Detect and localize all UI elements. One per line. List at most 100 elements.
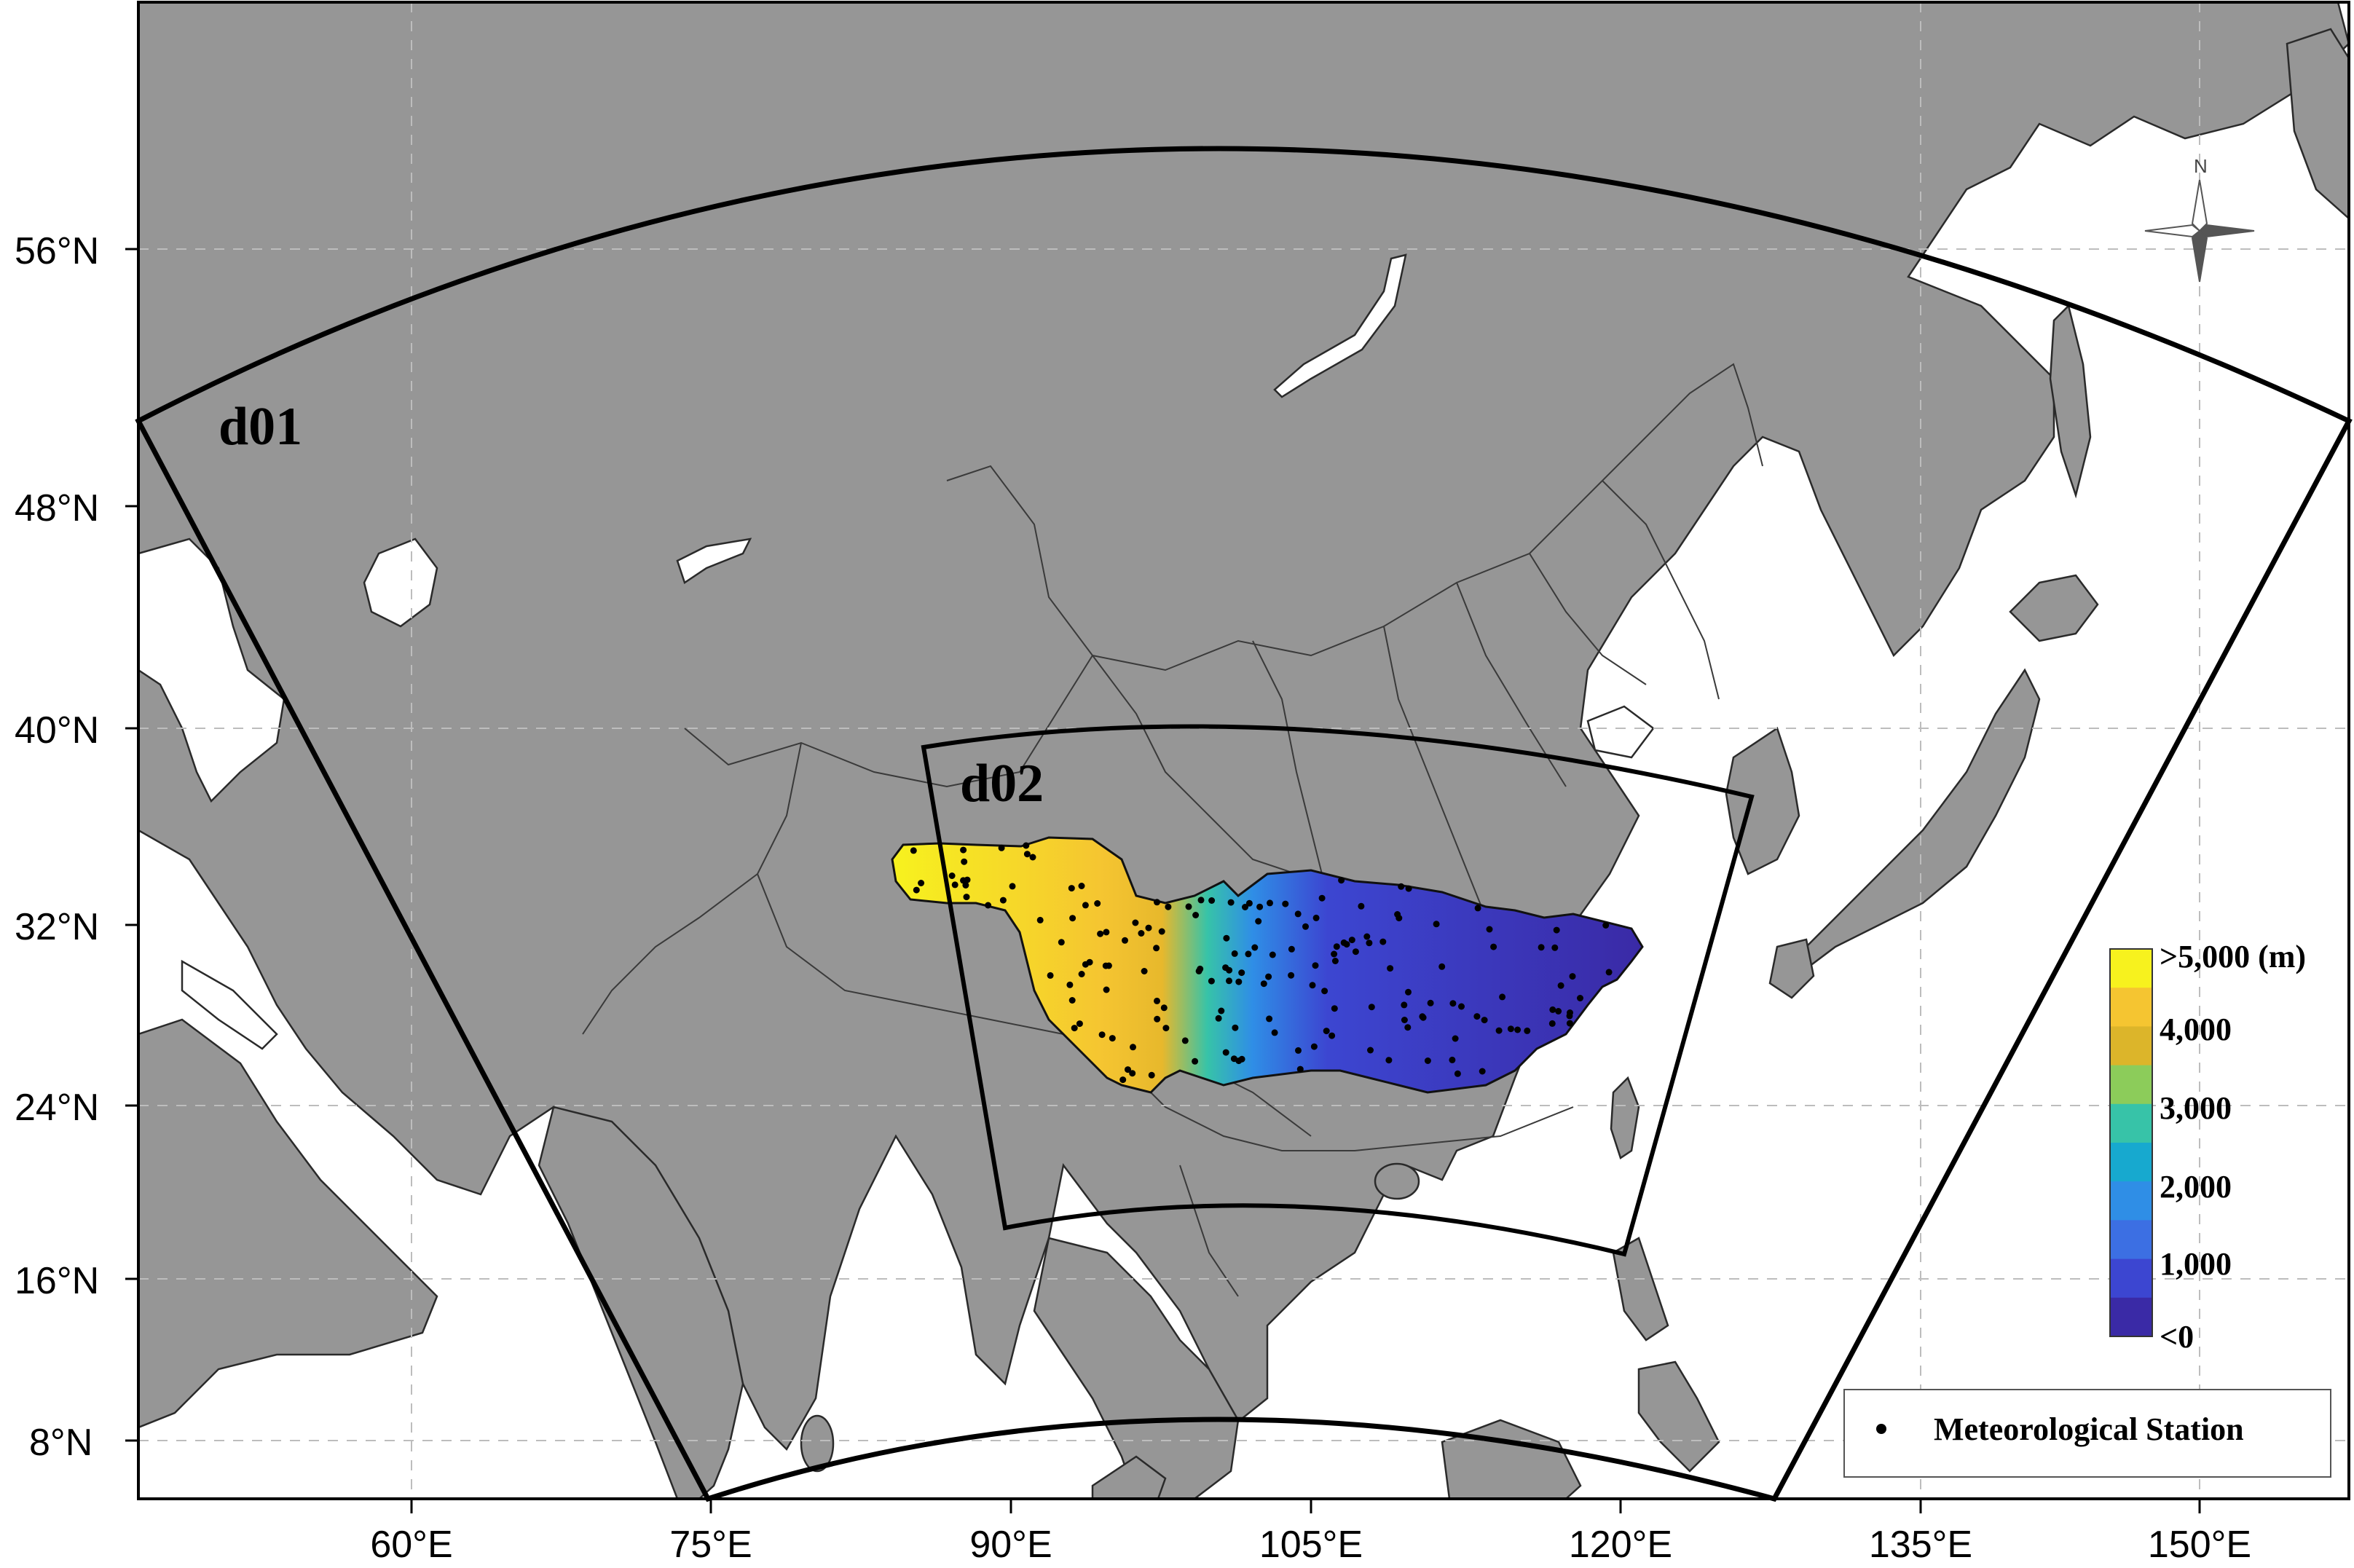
lake-baikal: [1273, 253, 1407, 398]
station-point: [948, 872, 956, 879]
station-point: [1385, 1057, 1393, 1064]
station-legend-label: Meteorological Station: [1934, 1411, 2244, 1447]
station-point: [1427, 999, 1434, 1006]
station-point: [1323, 1028, 1330, 1035]
station-point: [960, 877, 967, 884]
station-point: [1160, 1004, 1168, 1012]
station-point: [1524, 1027, 1531, 1034]
station-point: [1566, 1012, 1573, 1020]
station-point: [1352, 948, 1359, 956]
station-point: [1122, 937, 1128, 944]
station-point: [1405, 988, 1412, 996]
station-point: [1569, 973, 1576, 980]
station-point: [1566, 1020, 1573, 1027]
legend-label-4000: 4,000: [2160, 1012, 2232, 1047]
colorbar-segment: [2110, 1103, 2152, 1143]
station-point: [1333, 943, 1340, 950]
station-point: [1271, 1029, 1278, 1036]
station-point: [1309, 982, 1316, 989]
station-point: [1282, 900, 1289, 907]
station-point: [1294, 910, 1302, 918]
sri-lanka: [800, 1414, 835, 1473]
latitude-axis: 56°N 48°N 40°N 32°N 24°N 16°N 8°N: [15, 230, 138, 1464]
station-point: [1295, 1047, 1302, 1054]
station-point: [1047, 972, 1054, 979]
station-point: [1340, 939, 1347, 946]
station-point: [1379, 938, 1387, 945]
station-point: [1078, 971, 1085, 977]
station-point: [1078, 883, 1085, 889]
lon-tick-105: 105°E: [1259, 1524, 1363, 1566]
station-point: [1036, 916, 1044, 923]
station-point: [1507, 1025, 1514, 1033]
station-point: [1256, 903, 1264, 910]
station-point: [1208, 897, 1216, 904]
station-point: [1398, 883, 1405, 890]
kamchatka: [2286, 28, 2349, 220]
longitude-axis: 60°E 75°E 90°E 105°E 120°E 135°E 150°E: [370, 1499, 2251, 1566]
colorbar-segment: [2110, 1258, 2152, 1299]
southeast-asia-peninsula: [1033, 1237, 1240, 1499]
station-point: [1069, 915, 1076, 922]
japan-kyushu: [1768, 938, 1815, 999]
station-point: [1288, 945, 1295, 953]
station-point: [1481, 1017, 1488, 1024]
colorbar-border: [2109, 948, 2153, 1337]
taiwan: [1610, 1076, 1640, 1159]
station-point: [963, 894, 970, 901]
station-point: [1312, 914, 1320, 921]
station-point: [1331, 958, 1339, 964]
yangtze-basin: [891, 836, 1644, 1094]
legend-label-below-zero: <0: [2160, 1319, 2194, 1355]
station-point: [1154, 997, 1160, 1004]
legend-label-2000: 2,000: [2160, 1169, 2232, 1205]
station-point: [1396, 915, 1403, 922]
korean-peninsula: [1725, 727, 1800, 875]
station-point: [1514, 1026, 1522, 1033]
colorbar-segment: [2110, 1065, 2152, 1105]
elevation-colorbar: [2109, 948, 2153, 1337]
colorbar-segment: [2110, 1181, 2152, 1221]
station-point: [1215, 1015, 1222, 1022]
station-point: [1223, 934, 1230, 942]
station-point: [1405, 885, 1412, 892]
colorbar-segment: [2110, 1297, 2152, 1337]
station-point: [1473, 1013, 1481, 1020]
station-point: [1419, 1013, 1426, 1020]
station-point: [1192, 1057, 1199, 1065]
map-border: [137, 1, 2350, 1500]
station-point: [1538, 944, 1545, 951]
station-point: [1222, 964, 1229, 972]
station-point: [1368, 1004, 1375, 1011]
legend-label-5000: >5,000 (m): [2160, 939, 2306, 974]
station-point: [1181, 1037, 1189, 1044]
philippines-luzon: [1612, 1237, 1669, 1342]
station-point: [1231, 950, 1238, 957]
station-point: [1474, 905, 1481, 912]
station-point: [1245, 899, 1253, 907]
station-point: [1296, 1065, 1304, 1073]
domain-d02: [921, 724, 1755, 1257]
station-point: [1458, 1003, 1465, 1010]
station-point: [1082, 961, 1089, 968]
station-point: [1102, 962, 1109, 969]
colorbar-segment: [2110, 1220, 2152, 1260]
station-point: [1208, 977, 1215, 985]
station-point: [1097, 930, 1104, 937]
persian-gulf: [181, 959, 278, 1050]
station-point: [1138, 930, 1145, 937]
station-point: [1103, 929, 1110, 936]
station-point: [1162, 1025, 1170, 1032]
station-point: [1227, 899, 1235, 906]
station-legend-box: [1843, 1389, 2331, 1478]
station-legend: Meteorological Station: [1843, 1389, 2331, 1478]
station-point: [1260, 980, 1267, 988]
domain-d01-outline: [135, 146, 2353, 1502]
lon-tick-120: 120°E: [1569, 1524, 1672, 1566]
station-point: [1068, 997, 1076, 1004]
station-point: [1158, 928, 1165, 935]
station-point: [1141, 968, 1148, 974]
station-point: [1266, 1015, 1273, 1023]
north-arrow-icon: N: [2144, 155, 2255, 283]
station-point: [1103, 986, 1110, 993]
